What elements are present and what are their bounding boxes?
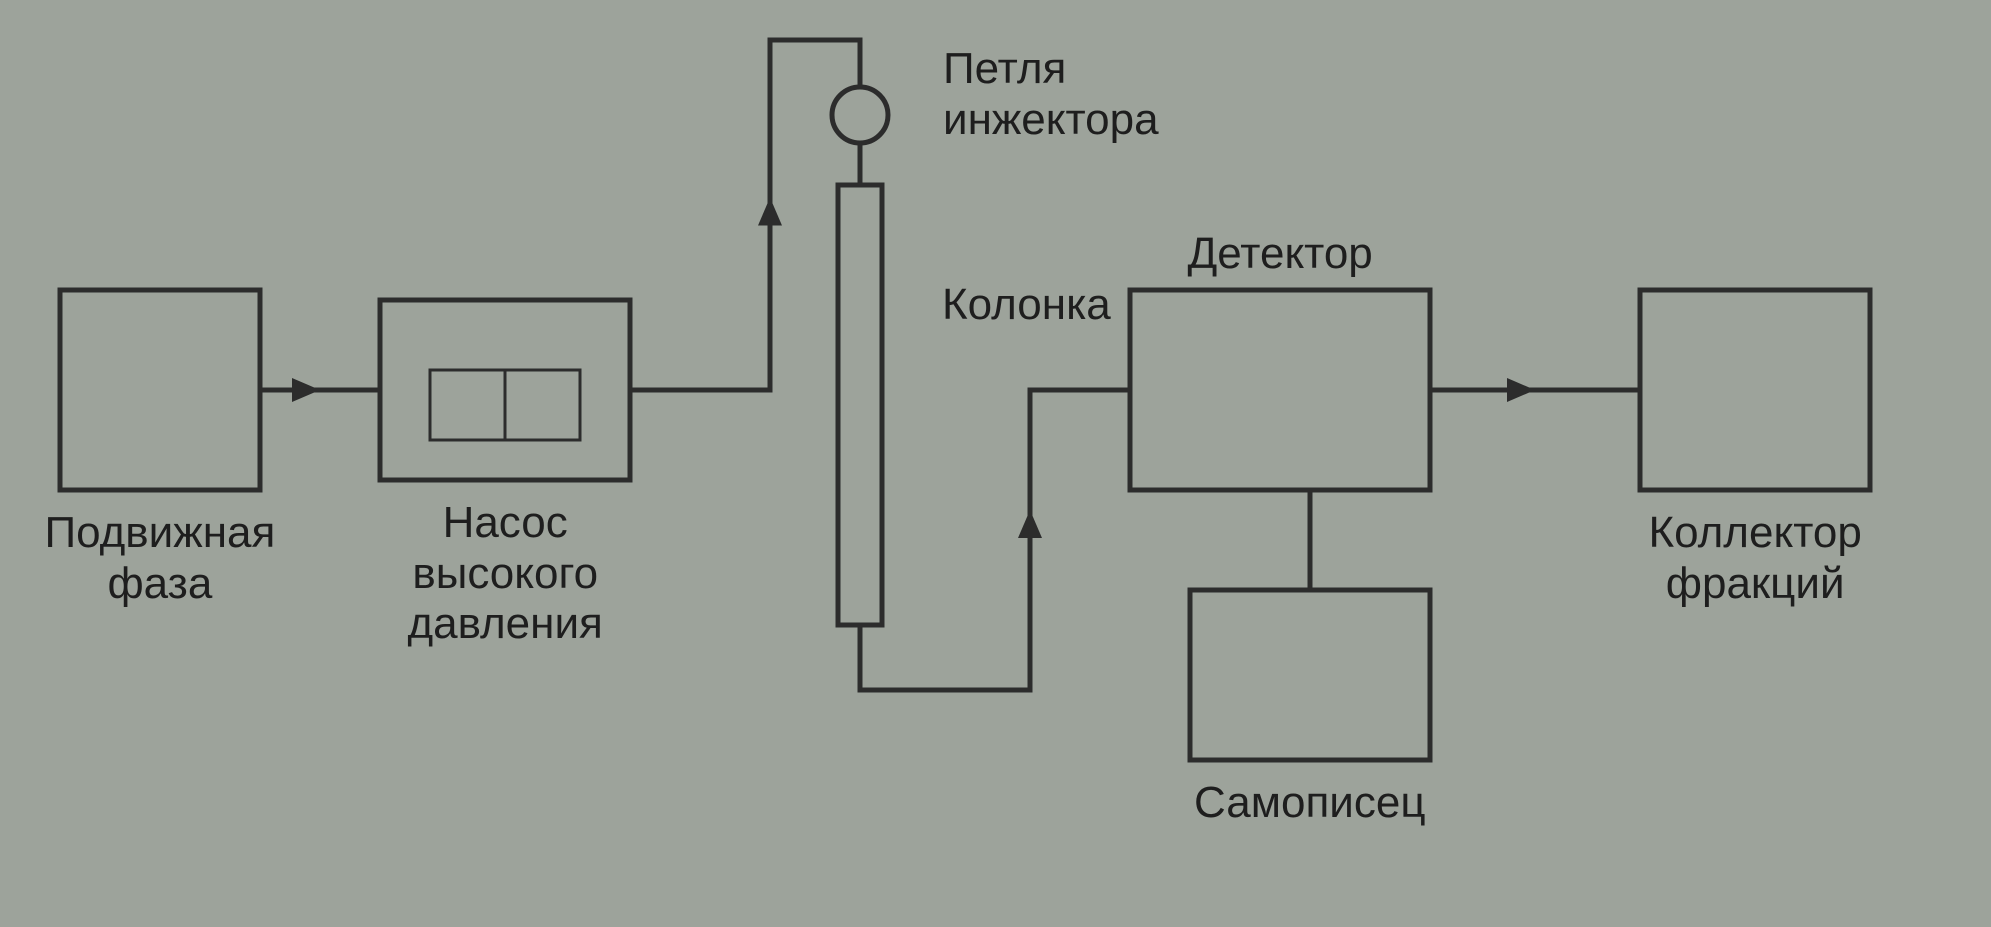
label-injector-loop: Петля инжектора [943, 44, 1159, 145]
diagram-canvas: Подвижная фаза Насос высокого давления П… [0, 0, 1991, 927]
label-pump: Насос высокого давления [408, 498, 603, 650]
label-detector: Детектор [1188, 229, 1373, 280]
label-collector: Коллектор фракций [1649, 508, 1862, 609]
label-mobile-phase: Подвижная фаза [45, 508, 276, 609]
label-recorder: Самописец [1194, 778, 1426, 829]
label-column: Колонка [942, 280, 1111, 331]
